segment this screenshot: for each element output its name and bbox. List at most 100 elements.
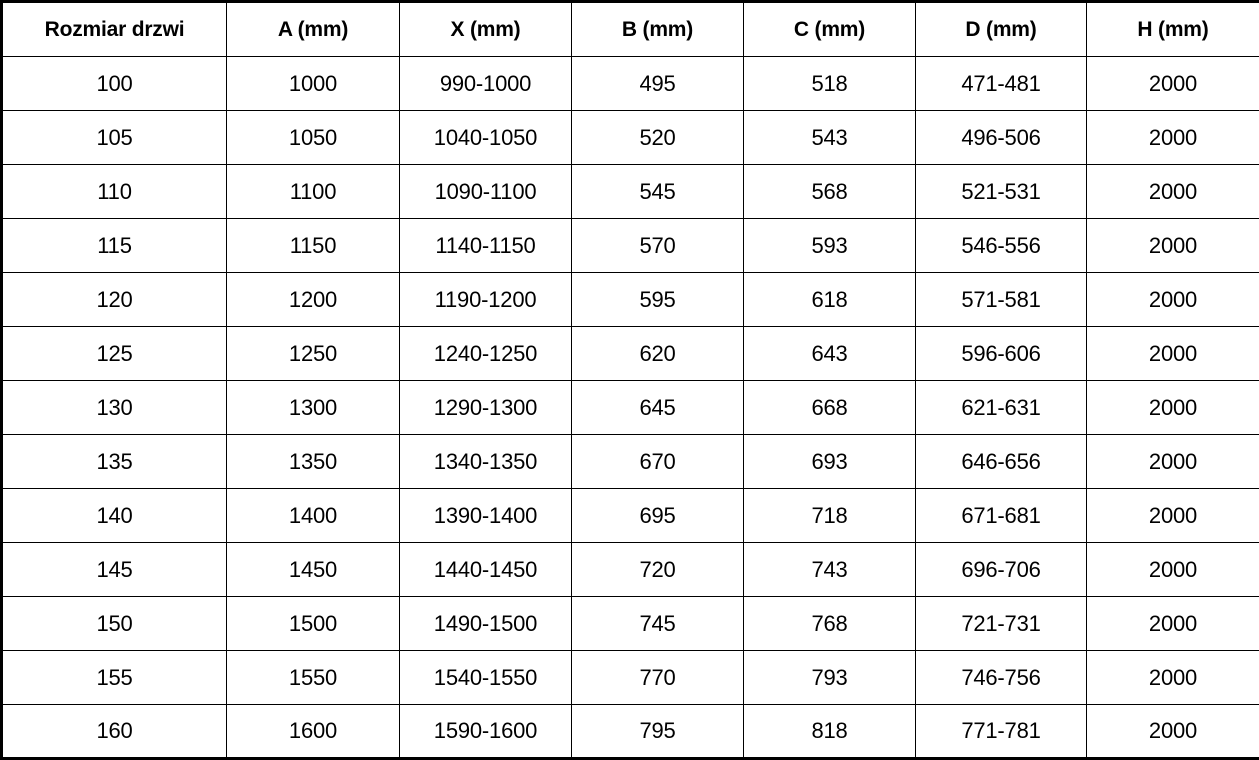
cell-d: 721-731 [916,597,1087,651]
cell-b: 645 [572,381,744,435]
cell-h: 2000 [1087,165,1259,219]
cell-x: 1240-1250 [400,327,572,381]
cell-x: 1290-1300 [400,381,572,435]
cell-a: 1250 [227,327,400,381]
table-row: 115 1150 1140-1150 570 593 546-556 2000 [2,219,1259,273]
table-row: 160 1600 1590-1600 795 818 771-781 2000 [2,705,1259,759]
cell-x: 1340-1350 [400,435,572,489]
cell-x: 1090-1100 [400,165,572,219]
table-row: 120 1200 1190-1200 595 618 571-581 2000 [2,273,1259,327]
cell-b: 720 [572,543,744,597]
cell-c: 593 [744,219,916,273]
cell-b: 520 [572,111,744,165]
cell-a: 1500 [227,597,400,651]
cell-a: 1450 [227,543,400,597]
cell-c: 743 [744,543,916,597]
cell-b: 495 [572,57,744,111]
cell-h: 2000 [1087,705,1259,759]
table-row: 130 1300 1290-1300 645 668 621-631 2000 [2,381,1259,435]
cell-b: 545 [572,165,744,219]
cell-h: 2000 [1087,381,1259,435]
column-header-c: C (mm) [744,2,916,57]
cell-h: 2000 [1087,57,1259,111]
cell-b: 770 [572,651,744,705]
cell-c: 668 [744,381,916,435]
cell-b: 620 [572,327,744,381]
cell-h: 2000 [1087,597,1259,651]
cell-d: 596-606 [916,327,1087,381]
cell-x: 990-1000 [400,57,572,111]
table-row: 105 1050 1040-1050 520 543 496-506 2000 [2,111,1259,165]
cell-d: 621-631 [916,381,1087,435]
cell-a: 1000 [227,57,400,111]
cell-x: 1390-1400 [400,489,572,543]
cell-c: 568 [744,165,916,219]
cell-x: 1540-1550 [400,651,572,705]
cell-h: 2000 [1087,327,1259,381]
cell-c: 618 [744,273,916,327]
column-header-a: A (mm) [227,2,400,57]
cell-rozmiar-drzwi: 105 [2,111,227,165]
table-row: 125 1250 1240-1250 620 643 596-606 2000 [2,327,1259,381]
table-row: 155 1550 1540-1550 770 793 746-756 2000 [2,651,1259,705]
cell-d: 671-681 [916,489,1087,543]
cell-x: 1440-1450 [400,543,572,597]
cell-d: 521-531 [916,165,1087,219]
cell-rozmiar-drzwi: 125 [2,327,227,381]
column-header-d: D (mm) [916,2,1087,57]
cell-h: 2000 [1087,435,1259,489]
cell-rozmiar-drzwi: 110 [2,165,227,219]
cell-d: 746-756 [916,651,1087,705]
cell-rozmiar-drzwi: 115 [2,219,227,273]
cell-b: 670 [572,435,744,489]
cell-c: 693 [744,435,916,489]
cell-c: 643 [744,327,916,381]
cell-rozmiar-drzwi: 140 [2,489,227,543]
cell-c: 768 [744,597,916,651]
column-header-b: B (mm) [572,2,744,57]
cell-h: 2000 [1087,111,1259,165]
cell-rozmiar-drzwi: 100 [2,57,227,111]
table-row: 150 1500 1490-1500 745 768 721-731 2000 [2,597,1259,651]
cell-d: 771-781 [916,705,1087,759]
cell-d: 696-706 [916,543,1087,597]
table-row: 145 1450 1440-1450 720 743 696-706 2000 [2,543,1259,597]
cell-h: 2000 [1087,489,1259,543]
cell-a: 1100 [227,165,400,219]
cell-a: 1400 [227,489,400,543]
cell-b: 595 [572,273,744,327]
cell-b: 745 [572,597,744,651]
cell-a: 1200 [227,273,400,327]
cell-x: 1490-1500 [400,597,572,651]
cell-rozmiar-drzwi: 120 [2,273,227,327]
cell-rozmiar-drzwi: 155 [2,651,227,705]
cell-h: 2000 [1087,651,1259,705]
cell-b: 570 [572,219,744,273]
cell-rozmiar-drzwi: 130 [2,381,227,435]
cell-c: 818 [744,705,916,759]
cell-x: 1190-1200 [400,273,572,327]
cell-c: 543 [744,111,916,165]
cell-d: 546-556 [916,219,1087,273]
cell-a: 1050 [227,111,400,165]
cell-d: 646-656 [916,435,1087,489]
table-row: 140 1400 1390-1400 695 718 671-681 2000 [2,489,1259,543]
cell-c: 718 [744,489,916,543]
cell-h: 2000 [1087,543,1259,597]
cell-rozmiar-drzwi: 150 [2,597,227,651]
cell-rozmiar-drzwi: 160 [2,705,227,759]
cell-a: 1300 [227,381,400,435]
column-header-h: H (mm) [1087,2,1259,57]
cell-x: 1140-1150 [400,219,572,273]
cell-b: 695 [572,489,744,543]
cell-rozmiar-drzwi: 135 [2,435,227,489]
cell-d: 496-506 [916,111,1087,165]
cell-b: 795 [572,705,744,759]
cell-h: 2000 [1087,273,1259,327]
cell-a: 1600 [227,705,400,759]
cell-a: 1350 [227,435,400,489]
column-header-x: X (mm) [400,2,572,57]
table-header-row: Rozmiar drzwi A (mm) X (mm) B (mm) C (mm… [2,2,1259,57]
